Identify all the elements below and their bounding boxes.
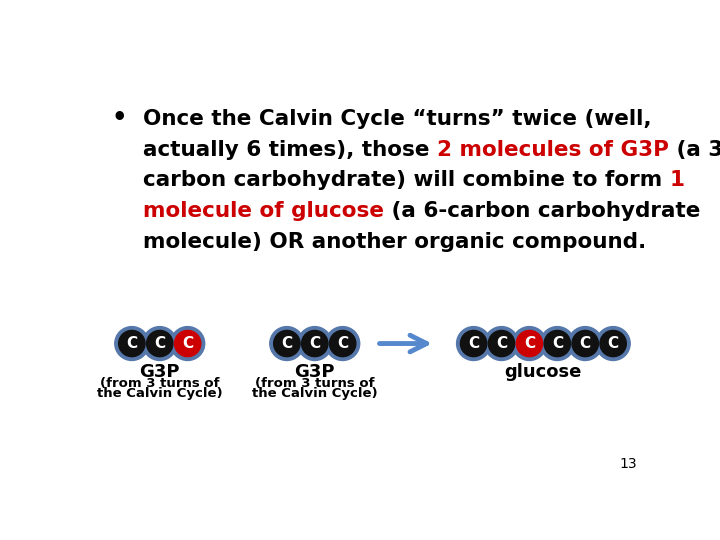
Text: C: C — [552, 336, 563, 351]
Text: 1: 1 — [670, 171, 685, 191]
Text: G3P: G3P — [294, 363, 335, 381]
Circle shape — [485, 327, 518, 361]
Text: C: C — [126, 336, 138, 351]
Text: the Calvin Cycle): the Calvin Cycle) — [97, 387, 222, 401]
Text: glucose: glucose — [505, 363, 582, 381]
Circle shape — [330, 330, 356, 356]
Circle shape — [572, 330, 598, 356]
Circle shape — [544, 330, 570, 356]
Circle shape — [456, 327, 490, 361]
Circle shape — [302, 330, 328, 356]
Text: •: • — [112, 106, 127, 130]
Circle shape — [488, 330, 515, 356]
Text: C: C — [154, 336, 166, 351]
Text: C: C — [182, 336, 193, 351]
Text: C: C — [309, 336, 320, 351]
Circle shape — [147, 330, 173, 356]
Circle shape — [119, 330, 145, 356]
Circle shape — [114, 327, 149, 361]
Text: C: C — [524, 336, 535, 351]
Text: C: C — [337, 336, 348, 351]
Text: carbon carbohydrate) will combine to form: carbon carbohydrate) will combine to for… — [143, 171, 670, 191]
Circle shape — [174, 330, 201, 356]
Text: the Calvin Cycle): the Calvin Cycle) — [252, 387, 377, 401]
Circle shape — [461, 330, 487, 356]
Text: C: C — [496, 336, 507, 351]
Circle shape — [540, 327, 575, 361]
Circle shape — [596, 327, 630, 361]
Circle shape — [274, 330, 300, 356]
Text: C: C — [282, 336, 292, 351]
Text: 13: 13 — [619, 457, 637, 471]
Text: C: C — [580, 336, 591, 351]
Circle shape — [513, 327, 546, 361]
Circle shape — [600, 330, 626, 356]
Text: (from 3 turns of: (from 3 turns of — [100, 377, 220, 390]
Circle shape — [171, 327, 204, 361]
Text: C: C — [468, 336, 480, 351]
Text: molecule of glucose: molecule of glucose — [143, 201, 384, 221]
Text: Once the Calvin Cycle “turns” twice (well,: Once the Calvin Cycle “turns” twice (wel… — [143, 109, 652, 129]
Circle shape — [297, 327, 332, 361]
Text: (a 3-: (a 3- — [669, 140, 720, 160]
Text: actually 6 times), those: actually 6 times), those — [143, 140, 437, 160]
Text: (a 6-carbon carbohydrate: (a 6-carbon carbohydrate — [384, 201, 700, 221]
Text: molecule) OR another organic compound.: molecule) OR another organic compound. — [143, 232, 646, 252]
Text: C: C — [608, 336, 618, 351]
Circle shape — [270, 327, 304, 361]
Circle shape — [143, 327, 177, 361]
Circle shape — [516, 330, 543, 356]
Circle shape — [325, 327, 360, 361]
Text: G3P: G3P — [140, 363, 180, 381]
FancyArrowPatch shape — [379, 335, 427, 352]
Text: (from 3 turns of: (from 3 turns of — [255, 377, 374, 390]
Circle shape — [568, 327, 602, 361]
Text: 2 molecules of G3P: 2 molecules of G3P — [437, 140, 669, 160]
